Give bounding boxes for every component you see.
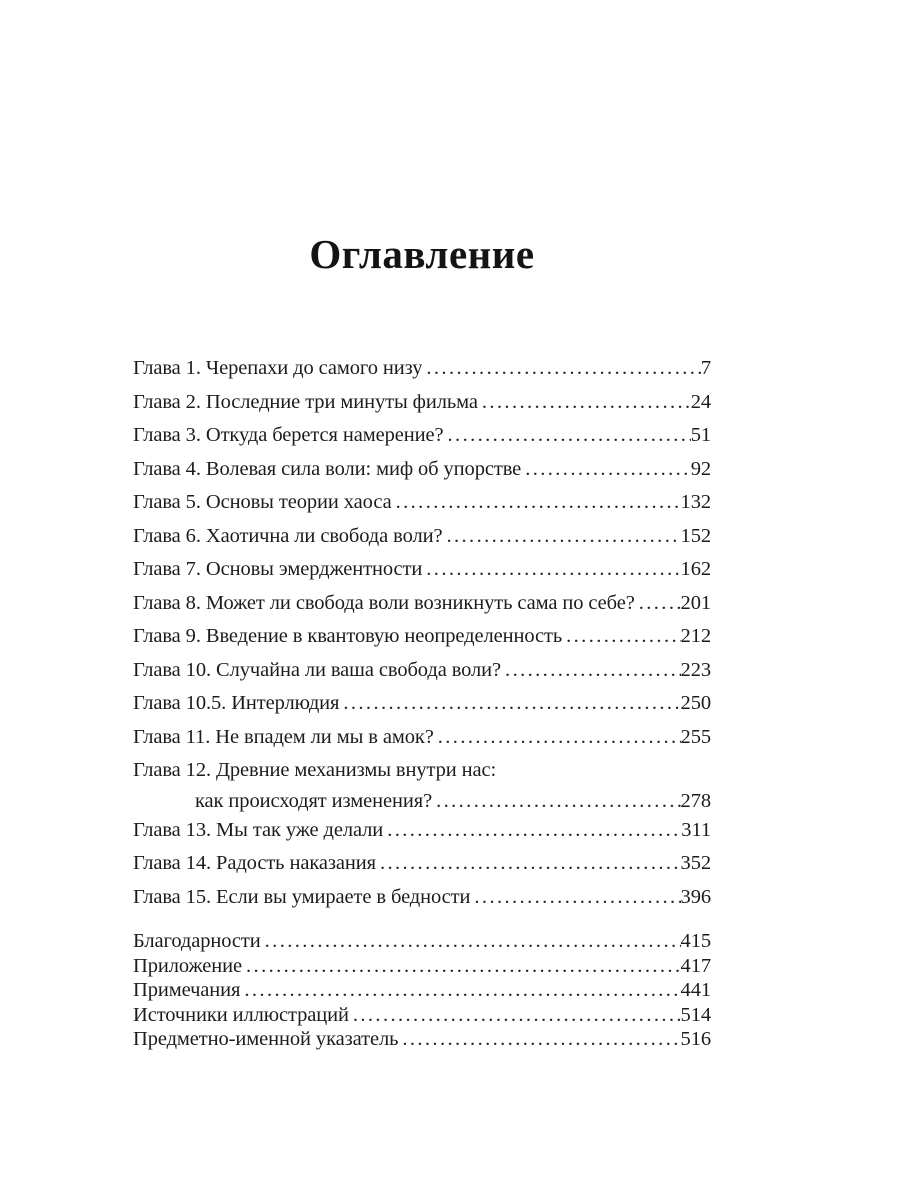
toc-entry-label: Глава 12. Древние механизмы внутри нас: bbox=[133, 759, 497, 781]
toc-entry-label: Глава 13. Мы так уже делали bbox=[133, 818, 384, 841]
toc-entry-page: 255 bbox=[680, 725, 712, 748]
dot-leader: ........................................… bbox=[352, 1003, 681, 1026]
toc-entry: Глава 10.5. Интерлюдия .................… bbox=[133, 687, 711, 721]
toc-entry: Глава 11. Не впадем ли мы в амок? ......… bbox=[133, 721, 711, 755]
toc-entry: Глава 2. Последние три минуты фильма ...… bbox=[133, 386, 711, 420]
toc-entry: Глава 1. Черепахи до самого низу .......… bbox=[133, 352, 711, 386]
dot-leader: ........................................… bbox=[426, 558, 680, 580]
toc-entry-label: Глава 15. Если вы умираете в бедности bbox=[133, 885, 471, 908]
toc-entry-label: Примечания bbox=[133, 979, 241, 1002]
toc-entry: Примечания .............................… bbox=[133, 978, 711, 1003]
toc-entry: Глава 6. Хаотична ли свобода воли? .....… bbox=[133, 520, 711, 554]
dot-leader: ........................................… bbox=[387, 818, 681, 841]
toc-entry: Глава 8. Может ли свобода воли возникнут… bbox=[133, 587, 711, 621]
dot-leader: ........................................… bbox=[395, 491, 681, 513]
dot-leader: ........................................… bbox=[246, 954, 681, 977]
toc-entry-page: 223 bbox=[680, 658, 712, 681]
toc-entry-page: 250 bbox=[680, 692, 712, 714]
dot-leader: ........................................… bbox=[426, 357, 701, 379]
toc-entry-page: 514 bbox=[680, 1003, 712, 1026]
toc-entry-page: 212 bbox=[680, 625, 712, 647]
toc-entry-label: Глава 8. Может ли свобода воли возникнут… bbox=[133, 591, 635, 614]
toc-entry: Глава 7. Основы эмерджентности .........… bbox=[133, 553, 711, 587]
toc-entry: Глава 12. Древние механизмы внутри нас: bbox=[133, 754, 711, 788]
dot-leader: ........................................… bbox=[264, 930, 681, 952]
toc-entry-page: 352 bbox=[680, 852, 712, 874]
toc-entry-label: Предметно-именной указатель bbox=[133, 1028, 399, 1051]
dot-leader: ........................................… bbox=[437, 725, 681, 748]
dot-leader: ........................................… bbox=[638, 591, 681, 614]
toc-entry-page: 311 bbox=[681, 818, 711, 841]
toc-entry-page: 278 bbox=[680, 789, 712, 812]
toc-entry-page: 516 bbox=[680, 1028, 712, 1051]
toc-entry-label: Глава 14. Радость наказания bbox=[133, 852, 376, 874]
toc-entry: Глава 14. Радость наказания ............… bbox=[133, 847, 711, 881]
toc-entry-label: Глава 6. Хаотична ли свобода воли? bbox=[133, 524, 443, 547]
toc-entry-label: Глава 10. Случайна ли ваша свобода воли? bbox=[133, 658, 502, 681]
toc-entry: Глава 15. Если вы умираете в бедности ..… bbox=[133, 881, 711, 915]
toc-entry-label: как происходят изменения? bbox=[195, 789, 433, 812]
toc-backmatter-list: Благодарности ..........................… bbox=[133, 929, 711, 1052]
toc-entry: Глава 10. Случайна ли ваша свобода воли?… bbox=[133, 654, 711, 688]
toc-entry-page: 441 bbox=[680, 979, 712, 1002]
toc-entry-label: Глава 1. Черепахи до самого низу bbox=[133, 357, 423, 379]
toc-entry: Источники иллюстраций ..................… bbox=[133, 1003, 711, 1028]
toc-entry-page: 7 bbox=[700, 357, 711, 379]
toc-entry: Глава 4. Волевая сила воли: миф об упорс… bbox=[133, 453, 711, 487]
dot-leader: ........................................… bbox=[436, 789, 680, 812]
toc-entry: Глава 3. Откуда берется намерение? .....… bbox=[133, 419, 711, 453]
toc-entry-label: Глава 3. Откуда берется намерение? bbox=[133, 424, 444, 446]
toc-entry: Глава 13. Мы так уже делали ............… bbox=[133, 814, 711, 848]
dot-leader: ........................................… bbox=[379, 852, 681, 874]
page-title: Оглавление bbox=[309, 231, 535, 277]
toc-entry-page: 415 bbox=[680, 930, 712, 952]
toc-chapter-list: Глава 1. Черепахи до самого низу .......… bbox=[133, 352, 711, 914]
dot-leader: ........................................… bbox=[481, 390, 691, 413]
toc-entry-page: 24 bbox=[690, 390, 711, 413]
dot-leader: ........................................… bbox=[474, 885, 681, 908]
dot-leader: ........................................… bbox=[446, 524, 680, 547]
toc-entry-label: Глава 11. Не впадем ли мы в амок? bbox=[133, 725, 434, 748]
toc-entry-page: 201 bbox=[680, 591, 712, 614]
toc-entry-page: 417 bbox=[680, 954, 712, 977]
toc-entry-page: 152 bbox=[680, 524, 712, 547]
dot-leader: ........................................… bbox=[447, 424, 691, 446]
toc-entry: Предметно-именной указатель ............… bbox=[133, 1027, 711, 1052]
toc-entry-continuation: как происходят изменения? ..............… bbox=[133, 788, 711, 814]
toc-entry: Глава 5. Основы теории хаоса ...........… bbox=[133, 486, 711, 520]
toc-entry-label: Глава 7. Основы эмерджентности bbox=[133, 558, 423, 580]
toc-entry-page: 396 bbox=[680, 885, 712, 908]
toc-entry: Благодарности ..........................… bbox=[133, 929, 711, 954]
toc-entry-label: Источники иллюстраций bbox=[133, 1003, 349, 1026]
toc-entry-page: 132 bbox=[680, 491, 712, 513]
toc-entry-label: Глава 4. Волевая сила воли: миф об упорс… bbox=[133, 457, 522, 480]
dot-leader: ........................................… bbox=[566, 625, 680, 647]
toc-entry-page: 51 bbox=[690, 424, 711, 446]
toc-entry-label: Приложение bbox=[133, 954, 243, 977]
toc-entry-label: Глава 9. Введение в квантовую неопределе… bbox=[133, 625, 563, 647]
dot-leader: ........................................… bbox=[343, 692, 681, 714]
dot-leader: ........................................… bbox=[402, 1028, 681, 1051]
dot-leader: ........................................… bbox=[244, 979, 681, 1002]
toc-entry-label: Глава 2. Последние три минуты фильма bbox=[133, 390, 478, 413]
toc-entry: Глава 9. Введение в квантовую неопределе… bbox=[133, 620, 711, 654]
toc-entry-page: 92 bbox=[690, 457, 711, 480]
toc-entry: Приложение .............................… bbox=[133, 954, 711, 979]
dot-leader: ........................................… bbox=[505, 658, 681, 681]
toc-entry-label: Благодарности bbox=[133, 930, 261, 952]
toc-entry-label: Глава 10.5. Интерлюдия bbox=[133, 692, 340, 714]
dot-leader: ........................................… bbox=[525, 457, 691, 480]
toc-entry-label: Глава 5. Основы теории хаоса bbox=[133, 491, 392, 513]
toc-entry-page: 162 bbox=[680, 558, 712, 580]
